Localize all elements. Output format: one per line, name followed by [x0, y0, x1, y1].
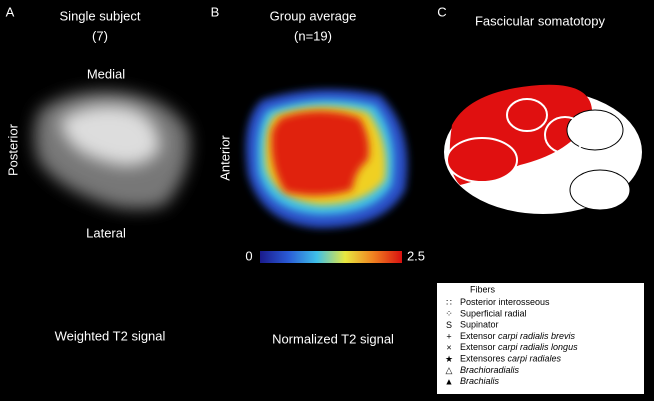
- legend-segment: Supinator: [460, 320, 499, 330]
- legend-title: Fibers: [470, 284, 496, 294]
- legend-symbol: S: [446, 320, 452, 330]
- panel-letter: B: [211, 4, 220, 19]
- legend-symbol: ▲: [445, 376, 454, 386]
- legend-label: Extensores carpi radiales: [460, 354, 562, 364]
- legend-label: Posterior interosseous: [460, 297, 550, 307]
- legend-label: Supinator: [460, 320, 499, 330]
- legend-label: Superficial radial: [460, 309, 527, 319]
- legend-label: Brachialis: [460, 376, 500, 386]
- panel-subtitle: (7): [92, 28, 108, 43]
- legend-segment: Brachialis: [460, 376, 500, 386]
- panel-caption: Weighted T2 signal: [55, 328, 166, 343]
- legend-segment: Posterior interosseous: [460, 297, 550, 307]
- colorbar-label: 0: [245, 248, 252, 263]
- legend-symbol: ×: [446, 343, 451, 353]
- colorbar-label: 2.5: [407, 248, 425, 263]
- legend-segment: carpi radiales: [508, 354, 562, 364]
- cross-section: [442, 84, 644, 216]
- panel-letter: A: [6, 4, 15, 19]
- colorbar: [260, 251, 402, 263]
- legend-segment: Extensor: [460, 343, 498, 353]
- legend-label: Brachioradialis: [460, 365, 520, 375]
- legend-label: Extensor carpi radialis brevis: [460, 331, 576, 341]
- orientation-label: Medial: [87, 66, 125, 81]
- legend-segment: Extensores: [460, 354, 508, 364]
- panel-caption: Normalized T2 signal: [272, 331, 394, 346]
- panel-title: Single subject: [60, 8, 141, 23]
- legend-segment: Brachioradialis: [460, 365, 520, 375]
- heatmap: [245, 89, 408, 228]
- legend-symbol: ∷: [446, 297, 452, 307]
- panel-letter: C: [437, 4, 446, 19]
- legend-symbol: ⁘: [445, 309, 453, 319]
- orientation-label: Posterior: [5, 123, 20, 176]
- panel-subtitle: (n=19): [294, 28, 332, 43]
- gray-blob: [34, 91, 190, 209]
- legend-segment: carpi radialis longus: [498, 343, 578, 353]
- legend-box: Fibers ∷ Posterior interosseous ⁘ Superficia…: [437, 283, 644, 394]
- legend-segment: Extensor: [460, 331, 498, 341]
- legend-segment: Superficial radial: [460, 309, 527, 319]
- legend-symbol: +: [446, 331, 451, 341]
- legend-symbol: △: [446, 365, 453, 375]
- orientation-label: Lateral: [86, 225, 126, 240]
- orientation-label: Anterior: [217, 135, 232, 181]
- panel-title: Fascicular somatotopy: [475, 13, 606, 28]
- legend-segment: carpi radialis brevis: [498, 331, 576, 341]
- legend-label: Extensor carpi radialis longus: [460, 343, 578, 353]
- legend-symbol: ★: [445, 354, 453, 364]
- panel-title: Group average: [270, 8, 357, 23]
